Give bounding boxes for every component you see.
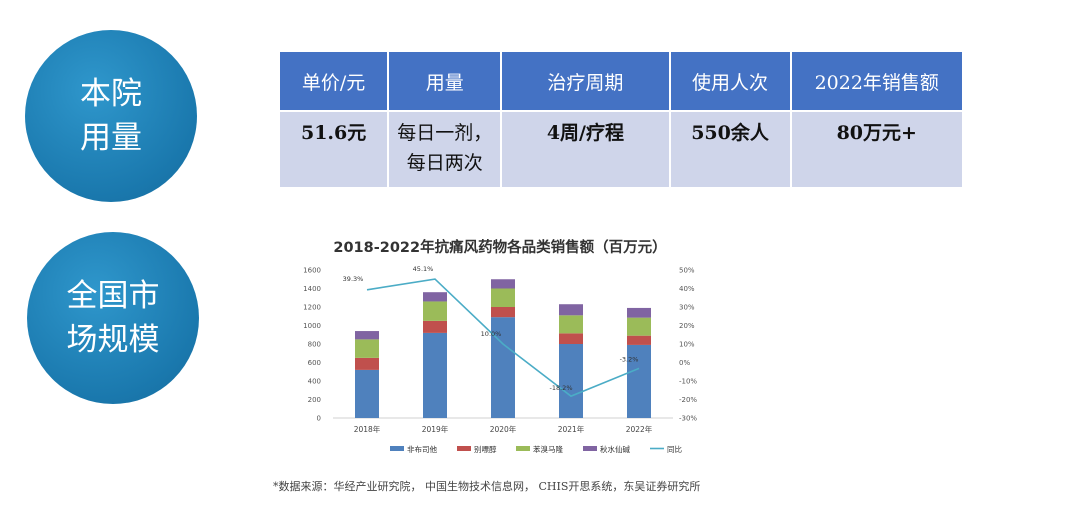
header-patient-count: 使用人次 [670, 52, 790, 112]
yoy-data-label: 45.1% [413, 265, 434, 273]
bar-segment [355, 357, 379, 370]
section-label-line: 场规模 [66, 322, 160, 358]
y-left-tick-label: 200 [308, 396, 321, 404]
bar-segment [491, 288, 515, 307]
y-left-tick-label: 1600 [303, 267, 321, 275]
y-right-tick-label: 40% [679, 285, 695, 293]
legend-swatch [390, 446, 404, 451]
yoy-data-label: -3.2% [620, 355, 639, 363]
header-dosage: 用量 [389, 52, 501, 112]
x-tick-label: 2021年 [558, 424, 585, 434]
y-right-tick-label: -20% [679, 396, 697, 404]
bar-segment [559, 333, 583, 344]
y-right-tick-label: 50% [679, 267, 695, 275]
bar-segment [355, 339, 379, 358]
header-unit-price: 单价/元 [280, 52, 388, 112]
cell-patient-count: 550余人 [670, 112, 790, 187]
bar-segment [423, 292, 447, 302]
cell-sales-2022: 80万元+ [791, 112, 962, 187]
legend-swatch [457, 446, 471, 451]
section-circle-hospital: 本院 用量 [25, 30, 197, 202]
bar-segment [355, 369, 379, 418]
legend-label: 苯溴马隆 [533, 444, 563, 454]
bar-segment [491, 279, 515, 289]
section-label-line: 全国市 [66, 278, 160, 314]
bar-segment [559, 344, 583, 418]
legend-label: 非布司他 [407, 444, 437, 454]
x-tick-label: 2020年 [490, 424, 517, 434]
sales-chart: 2018-2022年抗痛风药物各品类销售额（百万元） 0 200 400 600 800… [303, 238, 697, 454]
yoy-line [366, 278, 640, 398]
header-treatment-cycle: 治疗周期 [502, 52, 669, 112]
y-left-tick-label: 0 [317, 415, 321, 423]
bar-segment [559, 304, 583, 316]
yoy-data-label: 10.0% [481, 330, 502, 338]
data-source-note: *数据来源：华经产业研究院， 中国生物技术信息网， CHIS开思系统，东吴证券研… [273, 480, 701, 493]
y-right-tick-label: -10% [679, 378, 697, 386]
header-sales-2022: 2022年销售额 [791, 52, 962, 112]
bar-segment [627, 335, 651, 345]
usage-table: 单价/元 用量 治疗周期 使用人次 2022年销售额 51.6元 每日一剂， 每… [278, 52, 964, 187]
legend-swatch [583, 446, 597, 451]
y-left-tick-label: 800 [308, 341, 321, 349]
bar-segment [559, 315, 583, 334]
cell-unit-price: 51.6元 [280, 112, 388, 187]
y-right-tick-label: 30% [679, 304, 695, 312]
section-label-line: 用量 [80, 120, 142, 156]
chart-title: 2018-2022年抗痛风药物各品类销售额（百万元） [333, 238, 666, 256]
section-circle-market: 全国市 场规模 [27, 232, 199, 404]
y-left-tick-label: 1400 [303, 285, 321, 293]
legend-label: 秋水仙碱 [600, 444, 630, 454]
bar-segment [627, 317, 651, 336]
table-header-row: 单价/元 用量 治疗周期 使用人次 2022年销售额 [280, 52, 962, 112]
x-tick-label: 2018年 [354, 424, 381, 434]
bar-segment [355, 331, 379, 340]
x-tick-label: 2019年 [422, 424, 449, 434]
legend-label: 别嘌醇 [474, 444, 497, 454]
yoy-data-label: 39.3% [343, 275, 364, 283]
section-label-line: 本院 [80, 76, 142, 112]
cell-treatment-cycle: 4周/疗程 [502, 112, 669, 187]
y-left-tick-label: 1000 [303, 322, 321, 330]
bar-segment [627, 344, 651, 418]
bar-segment [423, 301, 447, 321]
yoy-data-label: -18.2% [550, 384, 573, 392]
y-right-tick-label: -30% [679, 415, 697, 423]
y-right-tick-label: 10% [679, 341, 695, 349]
legend-label: 同比 [667, 444, 682, 454]
bar-segment [423, 320, 447, 333]
y-left-tick-label: 600 [308, 359, 321, 367]
bar-segment [627, 307, 651, 318]
y-right-tick-label: 0% [679, 359, 690, 367]
x-tick-label: 2022年 [626, 424, 653, 434]
y-left-tick-label: 1200 [303, 304, 321, 312]
cell-dosage: 每日一剂， 每日两次 [389, 112, 501, 187]
table-row: 51.6元 每日一剂， 每日两次 4周/疗程 550余人 80万元+ [280, 112, 962, 187]
y-left-tick-label: 400 [308, 378, 321, 386]
y-right-tick-label: 20% [679, 322, 695, 330]
bar-segment [491, 307, 515, 318]
bar-segment [423, 332, 447, 418]
bar-segment [491, 317, 515, 418]
legend-swatch [516, 446, 530, 451]
